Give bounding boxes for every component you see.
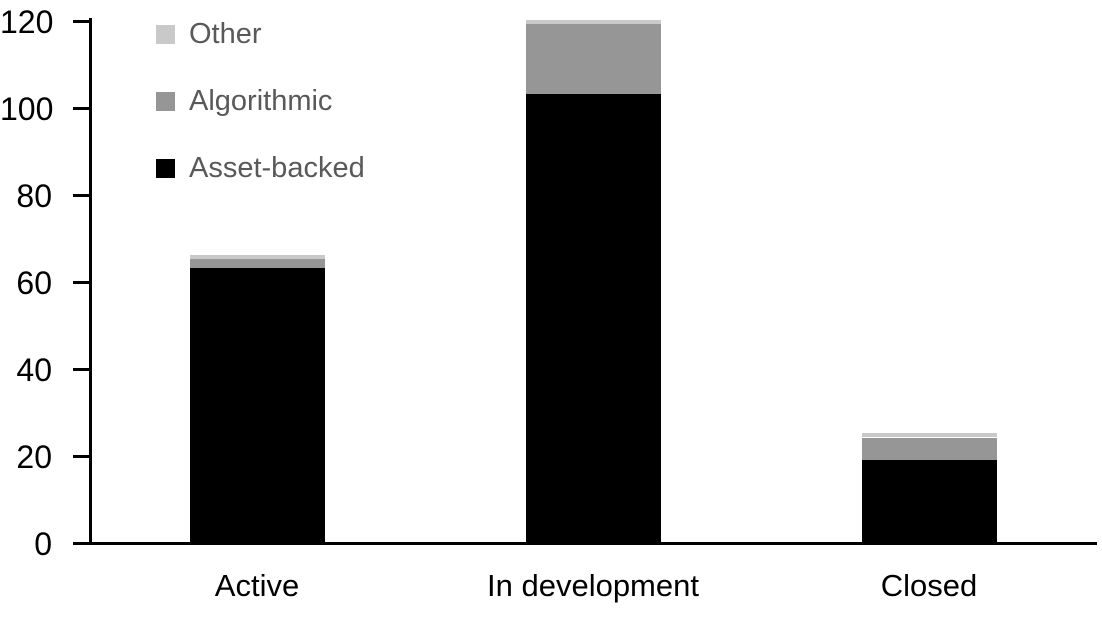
- legend-item-other: Other: [156, 16, 365, 53]
- legend-item-algorithmic: Algorithmic: [156, 83, 365, 120]
- legend-swatch-icon: [156, 92, 175, 111]
- x-axis-line: [73, 542, 1097, 545]
- legend-swatch-icon: [156, 25, 175, 44]
- bar-segment-algorithmic-closed: [862, 438, 997, 460]
- bar-segment-other-active: [190, 255, 325, 259]
- x-axis-label-in-development: In development: [487, 568, 699, 603]
- y-axis-tick-label: 40: [16, 352, 52, 388]
- y-axis-tick: [73, 542, 89, 545]
- legend-label: Other: [189, 18, 262, 50]
- y-axis-tick-label: 120: [0, 4, 54, 40]
- bar-segment-asset-backed-in-development: [526, 94, 661, 542]
- legend-swatch-icon: [156, 159, 175, 178]
- y-axis-tick-label: 100: [0, 91, 54, 127]
- y-axis-tick: [73, 455, 89, 458]
- legend: Other Algorithmic Asset-backed: [156, 16, 365, 217]
- bar-segment-asset-backed-closed: [862, 459, 997, 542]
- y-axis-tick-label: 80: [16, 178, 52, 214]
- bar-segment-other-closed: [862, 433, 997, 437]
- bar-segment-asset-backed-active: [190, 268, 325, 542]
- y-axis-tick: [73, 194, 89, 197]
- y-axis-tick-label: 20: [16, 439, 52, 475]
- bar-segment-other-in-development: [526, 20, 661, 24]
- y-axis-tick-label: 0: [34, 526, 52, 562]
- bar-segment-algorithmic-active: [190, 259, 325, 268]
- y-axis-tick: [73, 107, 89, 110]
- y-axis-tick: [73, 368, 89, 371]
- y-axis-tick-label: 60: [16, 265, 52, 301]
- legend-item-asset-backed: Asset-backed: [156, 150, 365, 187]
- x-axis-label-closed: Closed: [880, 568, 978, 603]
- y-axis-tick: [73, 281, 89, 284]
- bar-segment-algorithmic-in-development: [526, 24, 661, 94]
- y-axis-line: [89, 18, 92, 545]
- legend-label: Asset-backed: [189, 152, 365, 184]
- x-axis-label-active: Active: [214, 568, 300, 603]
- legend-label: Algorithmic: [189, 85, 333, 117]
- y-axis-tick: [73, 20, 89, 23]
